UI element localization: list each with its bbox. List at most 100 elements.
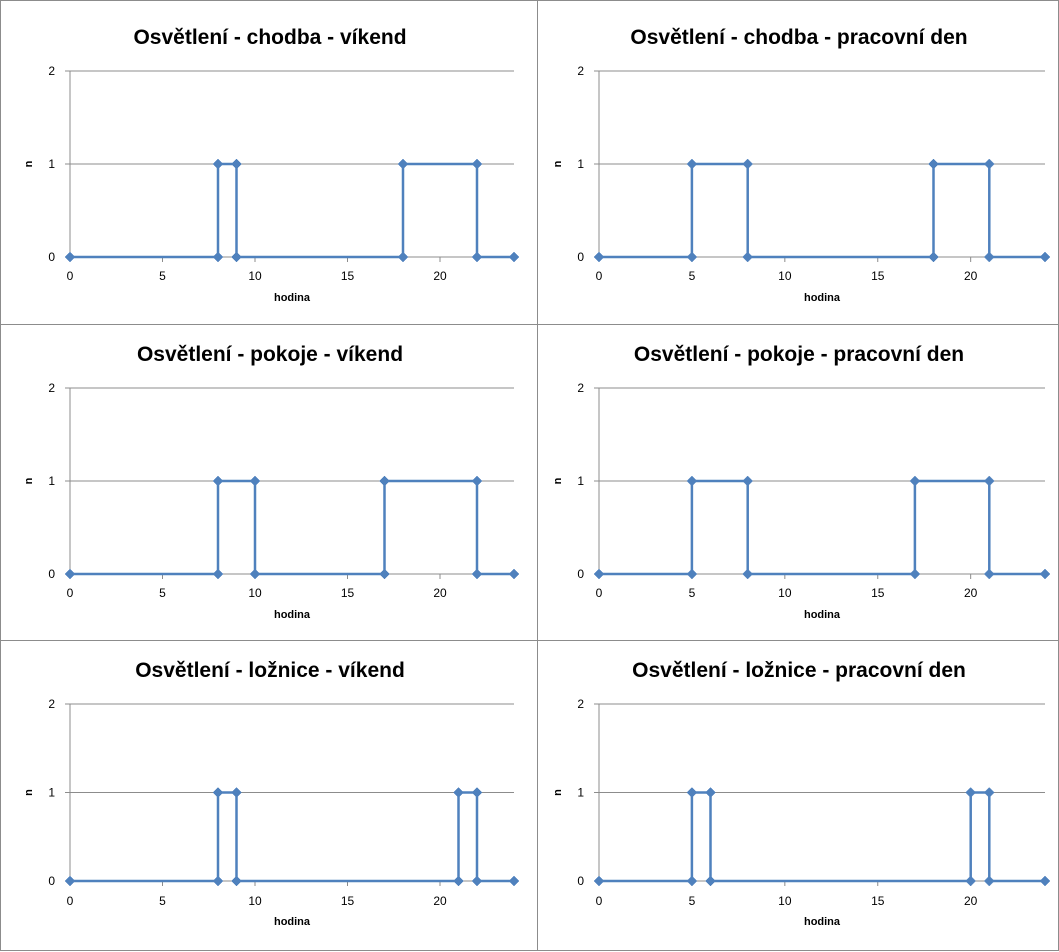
x-tick-label: 5 <box>159 894 166 908</box>
data-point <box>983 475 995 487</box>
x-tick-label: 20 <box>964 269 978 283</box>
x-axis-label: hodina <box>804 916 841 928</box>
y-axis-label: n <box>23 477 35 484</box>
data-point <box>212 158 224 170</box>
y-tick-label: 0 <box>48 250 55 264</box>
x-tick-label: 15 <box>871 269 885 283</box>
data-point <box>508 251 520 263</box>
y-tick-label: 2 <box>577 381 584 395</box>
data-point <box>1039 568 1051 580</box>
chart-title: Osvětlení - pokoje - víkend <box>137 343 403 366</box>
data-point <box>508 875 520 887</box>
x-tick-label: 5 <box>159 269 166 283</box>
series-line <box>599 791 1045 883</box>
data-point <box>249 475 261 487</box>
x-tick-label: 20 <box>433 269 447 283</box>
y-axis-label: n <box>552 789 564 796</box>
data-point <box>471 251 483 263</box>
data-point <box>983 787 995 798</box>
chart-title: Osvětlení - chodba - pracovní den <box>630 26 967 49</box>
y-tick-label: 0 <box>577 874 584 888</box>
y-axis-label: n <box>23 160 35 167</box>
data-point <box>397 158 409 170</box>
x-axis-label: hodina <box>804 292 841 304</box>
data-point <box>742 568 754 580</box>
data-point <box>64 875 76 887</box>
x-tick-label: 10 <box>248 586 262 600</box>
x-tick-label: 0 <box>67 586 74 600</box>
x-tick-label: 0 <box>596 894 603 908</box>
data-point <box>928 251 939 263</box>
data-point <box>593 251 605 263</box>
y-tick-label: 1 <box>48 157 55 171</box>
data-point <box>508 568 520 580</box>
x-tick-label: 10 <box>248 894 262 908</box>
x-tick-label: 5 <box>689 894 696 908</box>
x-tick-label: 5 <box>689 586 696 600</box>
chart-panel: Osvětlení - pokoje - pracovní den 0 1 2 0 5 10… <box>537 324 1059 641</box>
x-tick-label: 5 <box>159 586 166 600</box>
data-point <box>249 568 261 580</box>
x-tick-label: 10 <box>778 894 792 908</box>
data-point <box>928 158 939 170</box>
x-tick-label: 10 <box>778 586 792 600</box>
chart-panel: Osvětlení - chodba - víkend 0 1 2 0 5 10 15 20 ho… <box>0 0 538 325</box>
data-point <box>212 875 224 887</box>
x-tick-label: 0 <box>596 269 603 283</box>
series-line <box>70 791 514 883</box>
data-point <box>397 251 409 263</box>
data-point <box>983 158 995 170</box>
x-tick-label: 20 <box>433 894 447 908</box>
data-point <box>231 787 242 798</box>
y-axis-label: n <box>552 477 564 484</box>
data-point <box>705 875 716 887</box>
y-tick-label: 0 <box>577 250 584 264</box>
data-point <box>742 158 754 170</box>
data-point <box>742 251 754 263</box>
x-tick-label: 15 <box>341 894 355 908</box>
data-point <box>212 568 224 580</box>
data-point <box>983 251 995 263</box>
data-point <box>686 475 698 487</box>
data-point <box>471 475 483 487</box>
x-tick-label: 15 <box>871 894 885 908</box>
data-point <box>686 158 698 170</box>
y-axis-label: n <box>552 160 564 167</box>
data-point <box>212 475 224 487</box>
data-point <box>64 568 76 580</box>
data-point <box>593 568 605 580</box>
y-tick-label: 1 <box>48 474 55 488</box>
data-point <box>593 875 605 887</box>
y-tick-label: 2 <box>48 697 55 711</box>
data-point <box>983 568 995 580</box>
data-point <box>909 475 921 487</box>
chart-panel: Osvětlení - ložnice - víkend 0 1 2 0 5 10 15 20 h… <box>0 640 538 951</box>
data-point <box>686 251 698 263</box>
x-tick-label: 20 <box>433 586 447 600</box>
data-point <box>471 568 483 580</box>
x-tick-label: 10 <box>778 269 792 283</box>
y-axis-label: n <box>23 789 35 796</box>
data-point <box>471 158 483 170</box>
data-point <box>212 787 224 798</box>
data-point <box>983 875 995 887</box>
x-axis-label: hodina <box>274 916 311 928</box>
chart-panel: Osvětlení - ložnice - pracovní den 0 1 2 0 5 1… <box>537 640 1059 951</box>
data-point <box>1039 875 1051 887</box>
x-tick-label: 20 <box>964 586 978 600</box>
y-tick-label: 2 <box>48 64 55 78</box>
x-tick-label: 20 <box>964 894 978 908</box>
x-axis-label: hodina <box>274 609 311 621</box>
x-tick-label: 10 <box>248 269 262 283</box>
chart-title: Osvětlení - pokoje - pracovní den <box>634 343 964 366</box>
data-point <box>231 158 242 170</box>
data-point <box>965 787 977 798</box>
x-tick-label: 15 <box>341 586 355 600</box>
chart-title: Osvětlení - ložnice - víkend <box>135 659 405 682</box>
